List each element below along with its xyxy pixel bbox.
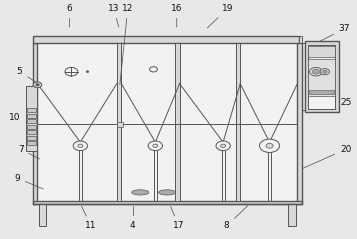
Bar xyxy=(37,43,297,201)
Bar xyxy=(309,90,334,94)
Text: 17: 17 xyxy=(171,206,184,230)
Text: 4: 4 xyxy=(130,206,136,230)
Text: 13: 13 xyxy=(108,4,119,27)
Circle shape xyxy=(73,141,87,151)
Bar xyxy=(308,46,335,57)
Bar xyxy=(288,204,296,226)
Text: 20: 20 xyxy=(302,145,351,168)
Bar xyxy=(27,130,36,134)
Bar xyxy=(26,86,37,151)
Circle shape xyxy=(78,144,83,147)
Circle shape xyxy=(36,84,39,86)
Circle shape xyxy=(320,69,330,75)
Text: 16: 16 xyxy=(171,4,182,27)
Bar xyxy=(39,204,46,226)
Bar xyxy=(33,201,302,204)
Bar xyxy=(236,43,240,201)
Circle shape xyxy=(260,139,280,152)
Text: 19: 19 xyxy=(207,4,233,28)
Bar xyxy=(27,125,36,129)
Circle shape xyxy=(323,70,327,73)
Bar xyxy=(297,43,302,204)
Bar xyxy=(27,136,36,140)
Bar xyxy=(33,43,37,204)
Ellipse shape xyxy=(159,190,176,195)
Bar xyxy=(33,36,299,43)
Circle shape xyxy=(33,82,42,88)
Text: 7: 7 xyxy=(18,145,40,159)
Bar xyxy=(27,114,36,118)
Bar xyxy=(308,59,335,96)
Bar xyxy=(117,43,121,201)
Text: 11: 11 xyxy=(81,206,97,230)
Text: 12: 12 xyxy=(120,4,134,84)
Bar xyxy=(175,43,180,201)
Circle shape xyxy=(86,71,89,73)
Bar xyxy=(299,36,302,43)
Text: 8: 8 xyxy=(224,206,248,230)
Circle shape xyxy=(153,144,158,147)
Bar xyxy=(305,41,339,112)
Text: 25: 25 xyxy=(318,92,351,107)
Circle shape xyxy=(310,67,322,76)
Circle shape xyxy=(221,144,226,147)
Bar xyxy=(308,45,335,109)
Bar xyxy=(27,108,36,112)
Bar xyxy=(117,122,123,127)
Text: 10: 10 xyxy=(9,113,37,128)
Text: 9: 9 xyxy=(14,174,43,189)
Text: 37: 37 xyxy=(317,24,350,43)
Circle shape xyxy=(148,141,162,151)
Circle shape xyxy=(266,143,273,148)
Circle shape xyxy=(312,69,320,74)
Circle shape xyxy=(216,141,230,151)
Text: 5: 5 xyxy=(17,67,40,85)
Ellipse shape xyxy=(132,190,149,195)
Bar xyxy=(27,141,36,145)
Bar xyxy=(27,119,36,123)
Text: 6: 6 xyxy=(67,4,72,27)
